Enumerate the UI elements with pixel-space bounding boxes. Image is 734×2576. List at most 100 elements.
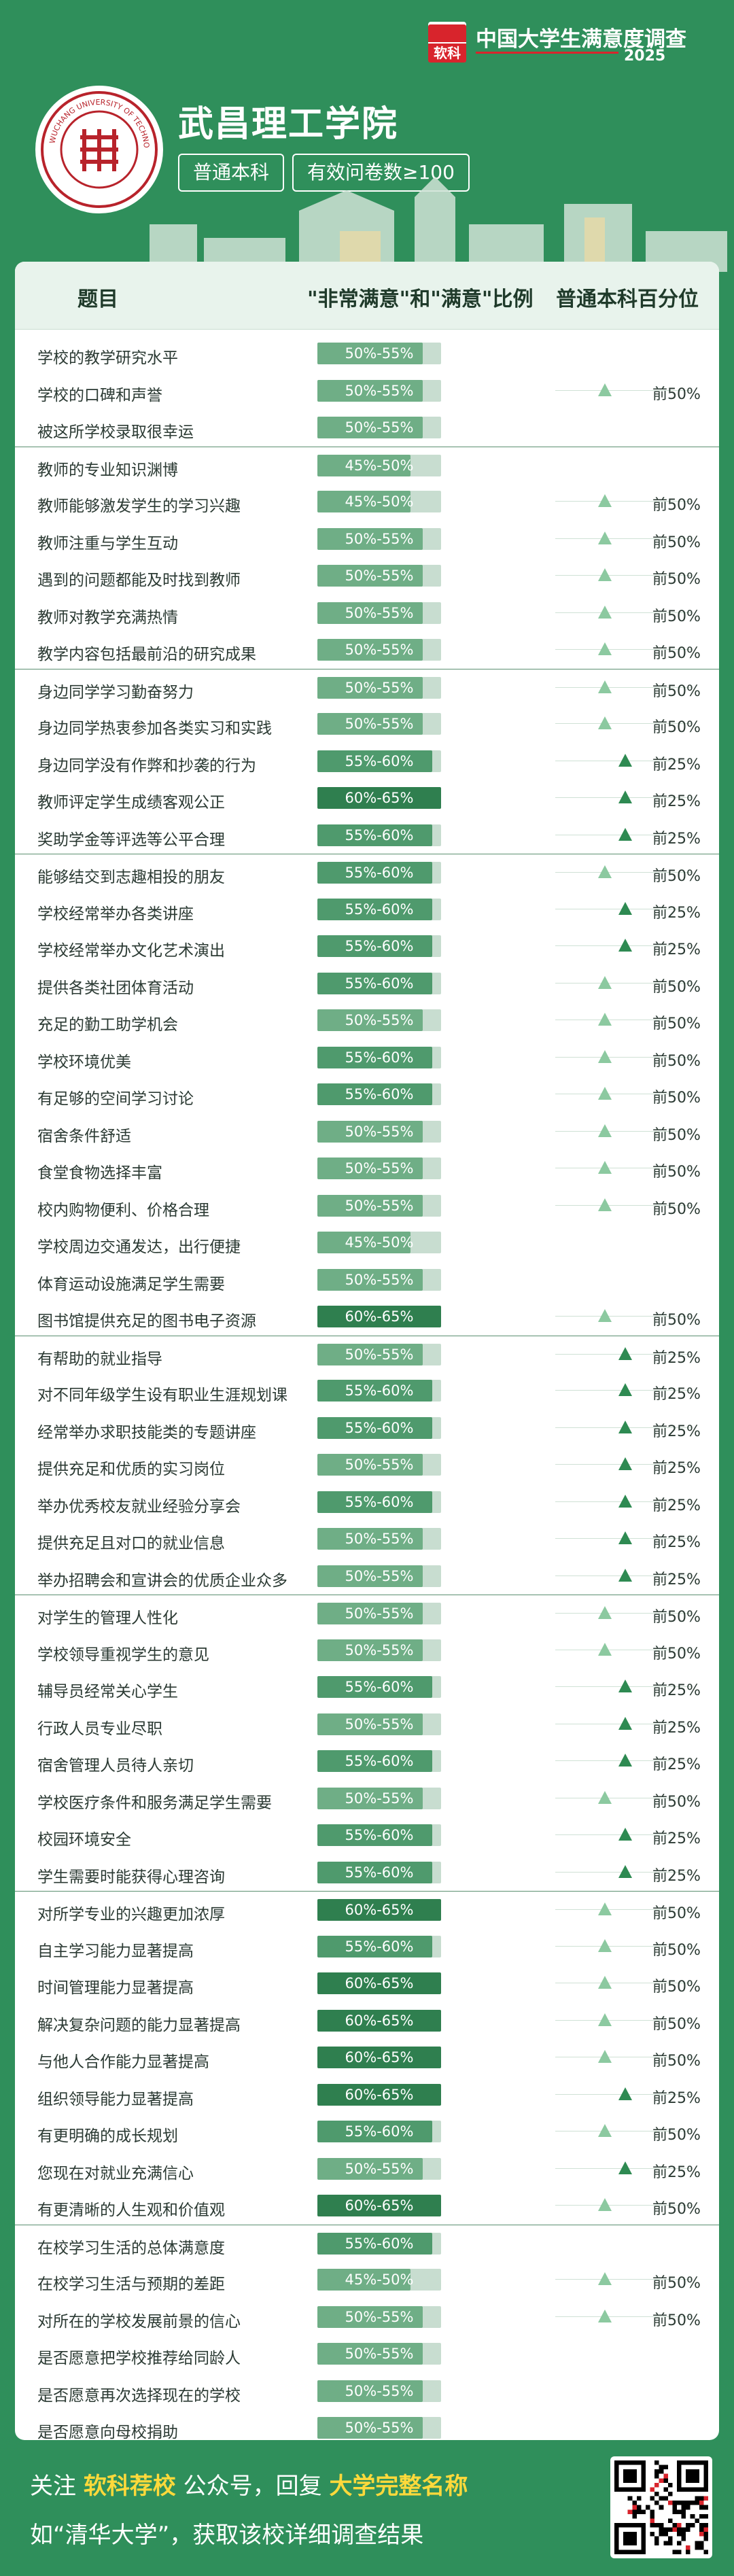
percentile-label: 前50%: [652, 1905, 701, 1922]
table-row: 提供各类社团体育活动 55%-60% 前50%: [15, 965, 719, 1003]
table-row: 有帮助的就业指导 50%-55% 前25%: [15, 1335, 719, 1373]
row-label: 与他人合作能力显著提高: [37, 2053, 209, 2071]
percentile-top25-marker-icon: [618, 1864, 632, 1878]
seal-emblem-icon: WUCHANG UNIVERSITY OF TECHNOLOGY: [37, 83, 158, 208]
ratio-bar-fill: [317, 1676, 432, 1698]
percentile-label: 前50%: [652, 1609, 701, 1626]
percentile-top50-marker-icon: [598, 975, 612, 989]
ratio-bar: 55%-60%: [317, 1416, 441, 1439]
ratio-bar-text: 55%-60%: [345, 2123, 414, 2140]
footer-line-2: 如“清华大学”，获取该校详细调查结果: [30, 2522, 424, 2549]
ratio-bar-fill: [317, 1972, 441, 1994]
row-label: 学校经常举办各类讲座: [37, 905, 194, 923]
ratio-bar: 50%-55%: [317, 1158, 441, 1179]
percentile-top25-marker-icon: [618, 2087, 632, 2100]
percentile-label: 前50%: [652, 2015, 701, 2033]
ratio-bar-text: 55%-60%: [345, 826, 414, 843]
percentile-line: [555, 2205, 691, 2206]
ratio-bar-text: 55%-60%: [345, 1086, 414, 1102]
ratio-bar: 50%-55%: [317, 602, 441, 624]
table-row: 组织领导能力显著提高 60%-65% 前25%: [15, 2076, 719, 2114]
percentile-line: [555, 1316, 691, 1317]
ratio-bar-fill: [317, 417, 423, 438]
ratio-bar-text: 55%-60%: [345, 1864, 414, 1881]
table-row: 学生需要时能获得心理咨询 55%-60% 前25%: [15, 1854, 719, 1892]
percentile-top50-marker-icon: [598, 1902, 612, 1915]
ratio-bar: 55%-60%: [317, 1861, 441, 1883]
ratio-bar-text: 50%-55%: [345, 530, 414, 547]
ratio-bar-fill: [317, 862, 432, 884]
percentile-top25-marker-icon: [618, 827, 632, 841]
ratio-bar: 55%-60%: [317, 1676, 441, 1698]
ratio-bar-fill: [317, 1158, 423, 1179]
row-label: 奖助学金等评选等公平合理: [37, 831, 225, 849]
percentile-top50-marker-icon: [598, 1049, 612, 1063]
ratio-bar-fill: [317, 1454, 423, 1476]
row-label: 学校周边交通发达，出行便捷: [37, 1238, 241, 1256]
ratio-bar: 50%-55%: [317, 417, 441, 438]
qr-code[interactable]: [610, 2456, 712, 2558]
table-row: 图书馆提供充足的图书电子资源 60%-65% 前50%: [15, 1298, 719, 1336]
table-row: 教师评定学生成绩客观公正 60%-65% 前25%: [15, 780, 719, 817]
ratio-bar: 50%-55%: [317, 639, 441, 661]
row-label: 是否愿意把学校推荐给同龄人: [37, 2350, 241, 2367]
percentile-label: 前50%: [652, 497, 701, 514]
row-label: 对所学专业的兴趣更加浓厚: [37, 1906, 225, 1924]
table-row: 在校学习生活的总体满意度 55%-60%: [15, 2224, 719, 2262]
ratio-bar: 50%-55%: [317, 2157, 441, 2180]
percentile-top25-marker-icon: [618, 1346, 632, 1360]
table-row: 有足够的空间学习讨论 55%-60% 前50%: [15, 1076, 719, 1113]
table-row: 校园环境安全 55%-60% 前25%: [15, 1817, 719, 1854]
percentile-label: 前25%: [652, 1534, 701, 1551]
ratio-bar-text: 50%-55%: [345, 2382, 414, 2399]
ratio-bar-fill: [317, 1380, 432, 1402]
percentile-top50-marker-icon: [598, 2124, 612, 2137]
percentile-label: 前25%: [652, 793, 701, 810]
ratio-bar-text: 55%-60%: [345, 938, 414, 954]
ratio-bar-fill: [317, 527, 423, 550]
row-label: 在校学习生活的总体满意度: [37, 2239, 225, 2257]
ratio-bar-text: 55%-60%: [345, 1049, 414, 1066]
percentile-label: 前50%: [652, 1941, 701, 1959]
ratio-bar-fill: [317, 1194, 423, 1217]
percentile-label: 前25%: [652, 1719, 701, 1737]
ratio-bar: 50%-55%: [317, 343, 441, 364]
ratio-bar: 55%-60%: [317, 1491, 441, 1513]
brand-year: 2025: [624, 48, 666, 65]
percentile-top50-marker-icon: [598, 605, 612, 619]
ratio-bar-fill: [317, 343, 423, 364]
table-row: 有更清晰的人生观和价值观 60%-65% 前50%: [15, 2187, 719, 2225]
brand-title: 中国大学生满意度调查: [476, 27, 686, 52]
ratio-bar-fill: [317, 935, 432, 957]
table-row: 校内购物便利、价格合理 50%-55% 前50%: [15, 1187, 719, 1225]
ratio-bar-text: 50%-55%: [345, 679, 414, 696]
ratio-bar: 55%-60%: [317, 898, 441, 920]
brand-logo: 软科: [428, 22, 466, 63]
percentile-line: [555, 2019, 691, 2021]
row-label: 有足够的空间学习讨论: [37, 1090, 194, 1108]
ratio-bar: 55%-60%: [317, 972, 441, 994]
row-label: 有帮助的就业指导: [37, 1350, 162, 1368]
row-label: 食堂食物选择丰富: [37, 1164, 162, 1182]
percentile-top50-marker-icon: [598, 1087, 612, 1100]
row-label: 提供充足且对口的就业信息: [37, 1535, 225, 1552]
percentile-line: [555, 686, 691, 688]
row-label: 您现在对就业充满信心: [37, 2164, 194, 2182]
percentile-top50-marker-icon: [598, 1938, 612, 1952]
table-row: 充足的勤工助学机会 50%-55% 前50%: [15, 1002, 719, 1039]
percentile-top50-marker-icon: [598, 680, 612, 693]
header: 软科 中国大学生满意度调查 2025 WUCHANG UNIVERSITY OF…: [0, 0, 734, 272]
ratio-bar: 50%-55%: [317, 527, 441, 550]
ratio-bar-fill: [317, 602, 423, 624]
brand-logo-text: 软科: [428, 43, 466, 63]
row-label: 提供充足和优质的实习岗位: [37, 1461, 225, 1478]
row-label: 在校学习生活与预期的差距: [37, 2276, 225, 2293]
percentile-line: [555, 2279, 691, 2280]
percentile-top25-marker-icon: [618, 790, 632, 803]
ratio-bar-text: 55%-60%: [345, 975, 414, 992]
ratio-bar-text: 50%-55%: [345, 345, 414, 362]
table-row: 教师能够激发学生的学习兴趣 45%-50% 前50%: [15, 483, 719, 521]
percentile-top25-marker-icon: [618, 2161, 632, 2174]
ratio-bar-fill: [317, 2083, 441, 2106]
ratio-bar-fill: [317, 2195, 441, 2216]
